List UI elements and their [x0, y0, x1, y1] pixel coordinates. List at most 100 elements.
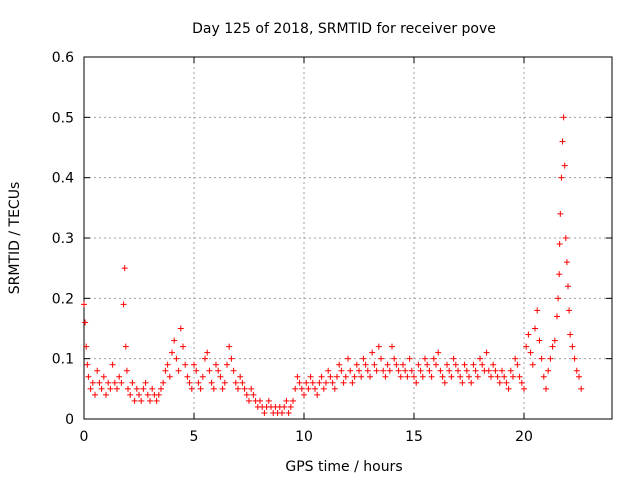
- data-point: [373, 367, 380, 374]
- data-point: [384, 361, 391, 368]
- data-point: [561, 162, 568, 169]
- data-point: [96, 379, 103, 386]
- data-point: [142, 379, 149, 386]
- data-point: [389, 343, 395, 350]
- data-point: [109, 361, 116, 368]
- data-point: [213, 361, 219, 368]
- data-point: [123, 367, 130, 374]
- data-point: [219, 385, 226, 392]
- gridlines: [84, 57, 612, 419]
- y-tick-label: 0: [65, 412, 74, 428]
- data-point: [111, 379, 118, 386]
- data-point: [292, 385, 299, 392]
- data-point: [411, 373, 417, 380]
- data-point: [516, 373, 523, 380]
- data-point: [100, 373, 107, 380]
- data-point: [463, 367, 470, 374]
- data-point: [294, 373, 301, 380]
- data-point: [540, 373, 547, 380]
- data-point: [199, 373, 206, 380]
- data-point: [171, 337, 178, 344]
- data-point: [125, 385, 131, 392]
- data-point: [129, 379, 136, 386]
- data-point: [191, 361, 197, 368]
- data-point: [193, 367, 200, 374]
- data-point: [501, 373, 508, 380]
- data-point: [188, 385, 195, 392]
- data-point: [503, 379, 510, 386]
- data-point: [364, 367, 371, 374]
- data-point: [81, 301, 87, 308]
- data-point: [287, 403, 294, 410]
- data-point: [237, 373, 244, 380]
- data-point: [160, 379, 167, 386]
- data-point: [417, 367, 424, 374]
- data-point: [556, 271, 563, 278]
- data-point: [532, 325, 538, 332]
- data-point: [468, 379, 475, 386]
- data-point: [571, 355, 578, 362]
- data-point: [221, 379, 228, 386]
- data-point: [505, 385, 512, 392]
- data-point: [281, 403, 288, 410]
- data-point: [105, 379, 112, 386]
- data-point: [455, 367, 461, 374]
- data-point: [569, 343, 576, 350]
- data-point: [562, 235, 569, 241]
- data-point: [204, 349, 211, 356]
- data-point: [257, 397, 263, 404]
- data-point: [186, 379, 193, 386]
- data-point: [558, 174, 565, 181]
- data-point: [514, 361, 521, 368]
- data-point: [578, 385, 585, 392]
- data-point: [430, 355, 437, 362]
- data-point: [499, 367, 505, 374]
- data-point: [559, 138, 566, 145]
- data-point: [573, 367, 580, 374]
- data-point: [298, 385, 305, 392]
- data-point: [406, 355, 413, 362]
- data-point: [169, 349, 175, 356]
- data-point: [483, 349, 490, 356]
- data-point: [195, 379, 202, 386]
- data-point: [217, 373, 224, 380]
- data-point: [362, 361, 369, 368]
- data-point: [197, 385, 204, 392]
- data-point: [331, 385, 338, 392]
- data-point: [340, 379, 347, 386]
- data-point: [248, 385, 255, 392]
- x-tick-label: 10: [295, 429, 313, 445]
- data-point: [323, 379, 329, 386]
- data-point: [261, 409, 268, 416]
- data-point: [305, 385, 312, 392]
- data-point: [140, 385, 147, 392]
- y-tick-label: 0.5: [52, 110, 74, 126]
- x-tick-label: 0: [80, 429, 89, 445]
- data-point: [444, 361, 450, 368]
- data-point: [210, 385, 217, 392]
- data-point: [556, 241, 563, 248]
- data-point: [230, 367, 237, 374]
- data-point: [426, 367, 433, 374]
- y-tick-label: 0.1: [52, 352, 74, 368]
- data-point: [563, 259, 570, 266]
- data-point: [265, 397, 272, 404]
- data-point: [301, 391, 307, 398]
- data-point: [120, 301, 127, 308]
- data-point: [470, 361, 477, 368]
- data-point: [371, 361, 378, 368]
- data-point: [565, 283, 571, 290]
- data-point: [551, 337, 558, 344]
- data-point: [347, 367, 354, 374]
- data-point: [378, 355, 384, 362]
- x-axis-label: GPS time / hours: [285, 459, 402, 475]
- data-point: [472, 367, 479, 374]
- data-point: [127, 391, 134, 398]
- data-point: [400, 361, 406, 368]
- y-tick-label: 0.6: [52, 50, 74, 66]
- data-point: [155, 391, 162, 398]
- data-point: [492, 367, 499, 374]
- data-point: [320, 385, 327, 392]
- data-point: [87, 385, 94, 392]
